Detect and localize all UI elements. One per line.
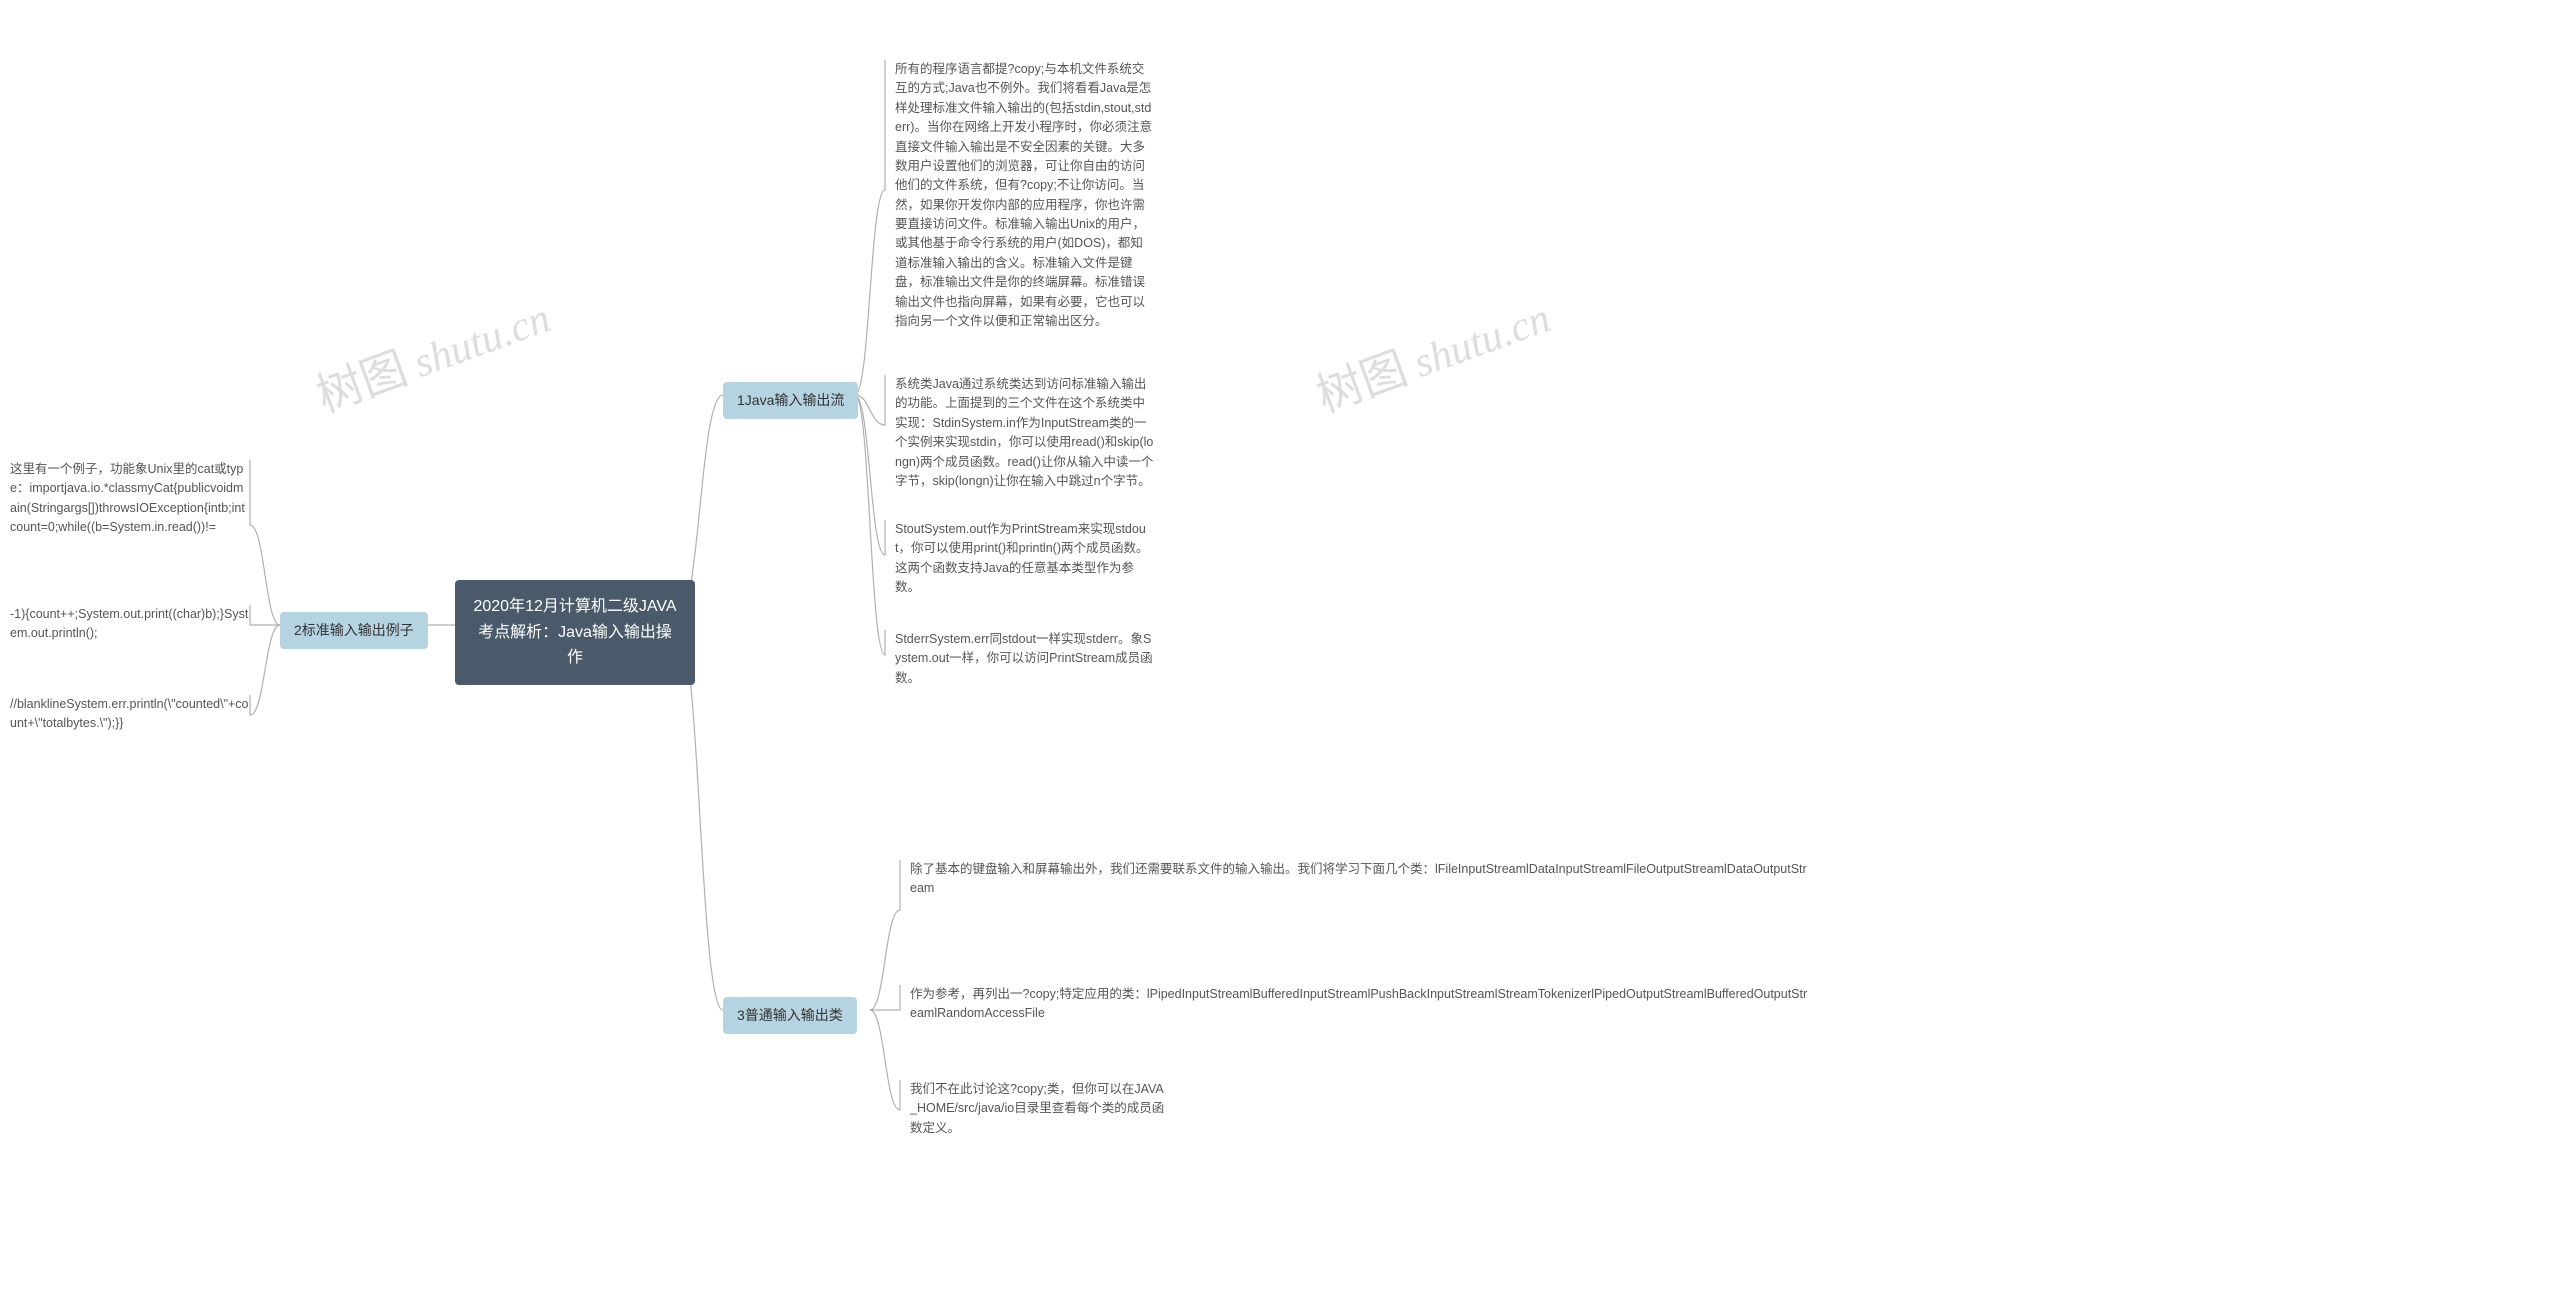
leaf-text: 作为参考，再列出一?copy;特定应用的类：lPipedInputStreaml…	[910, 985, 1810, 1024]
branch-normal-io-class[interactable]: 3普通输入输出类	[723, 997, 857, 1034]
leaf-text: 所有的程序语言都提?copy;与本机文件系统交互的方式;Java也不例外。我们将…	[895, 60, 1155, 331]
branch-label: 3普通输入输出类	[737, 1007, 843, 1023]
watermark-en: shutu.cn	[398, 295, 556, 390]
leaf-text: 系统类Java通过系统类达到访问标准输入输出的功能。上面提到的三个文件在这个系统…	[895, 375, 1155, 491]
watermark: 树图 shutu.cn	[1306, 280, 1558, 425]
leaf-text: 我们不在此讨论这?copy;类，但你可以在JAVA_HOME/src/java/…	[910, 1080, 1170, 1138]
branch-std-io-example[interactable]: 2标准输入输出例子	[280, 612, 428, 649]
leaf-text: StoutSystem.out作为PrintStream来实现stdout，你可…	[895, 520, 1155, 598]
branch-label: 1Java输入输出流	[737, 392, 844, 408]
watermark-en: shutu.cn	[1398, 295, 1556, 390]
leaf-text: 除了基本的键盘输入和屏幕输出外，我们还需要联系文件的输入输出。我们将学习下面几个…	[910, 860, 1810, 899]
connector-layer	[0, 0, 2560, 1307]
watermark: 树图 shutu.cn	[306, 280, 558, 425]
leaf-text: -1){count++;System.out.print((char)b);}S…	[10, 605, 250, 644]
watermark-cn: 树图	[1310, 343, 1414, 422]
branch-label: 2标准输入输出例子	[294, 622, 414, 638]
leaf-text: StderrSystem.err同stdout一样实现stderr。象Syste…	[895, 630, 1155, 688]
leaf-text: //blanklineSystem.err.println(\"counted\…	[10, 695, 250, 734]
branch-java-io-stream[interactable]: 1Java输入输出流	[723, 382, 858, 419]
mindmap-root[interactable]: 2020年12月计算机二级JAVA考点解析：Java输入输出操作	[455, 580, 695, 685]
root-label: 2020年12月计算机二级JAVA考点解析：Java输入输出操作	[473, 598, 676, 666]
leaf-text: 这里有一个例子，功能象Unix里的cat或type：importjava.io.…	[10, 460, 250, 538]
watermark-cn: 树图	[310, 343, 414, 422]
